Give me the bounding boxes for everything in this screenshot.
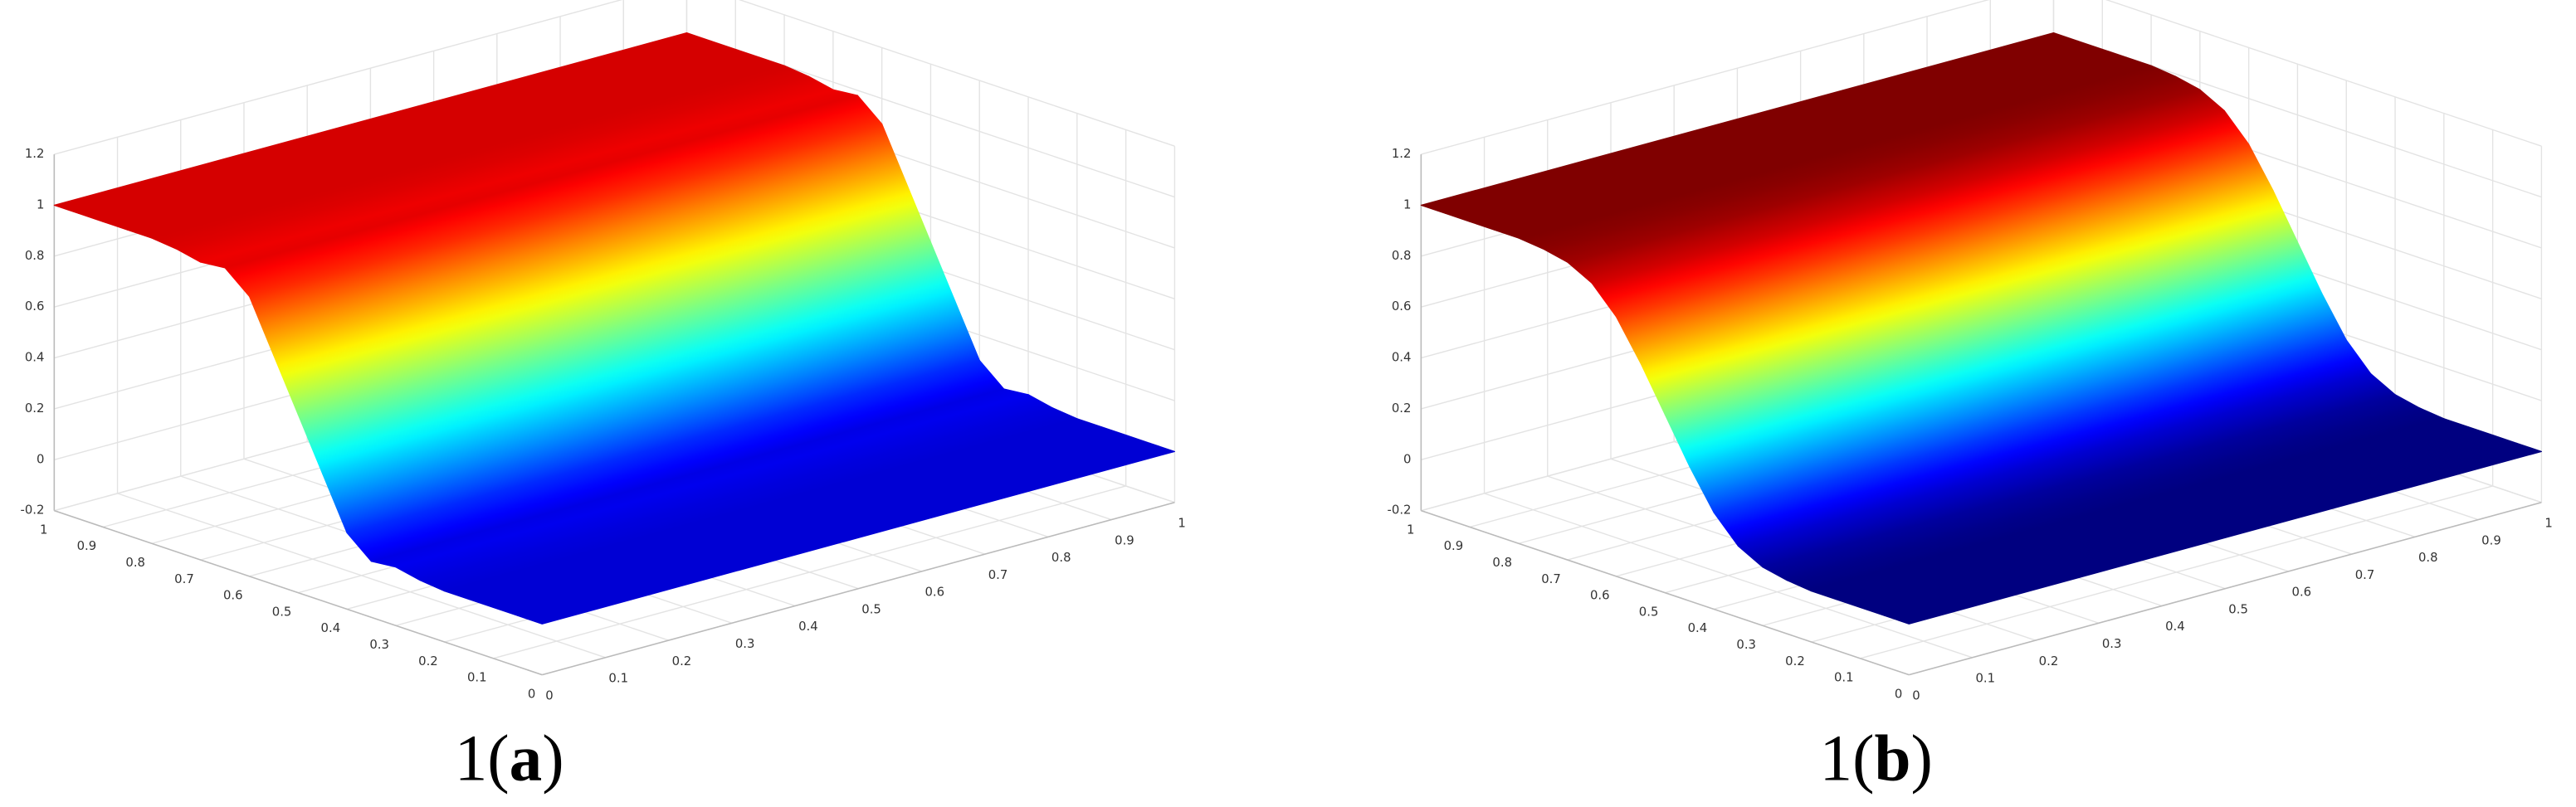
surface-chart: -0.2 0 0.2 0.4 0.6 0.8 1 1.2 0 0.1 0.2 0.3 0.4 0.5 0.6… <box>21 0 1186 795</box>
x-tick-label: 0.2 <box>672 654 692 668</box>
z-tick-label: 0.2 <box>25 401 45 416</box>
z-tick-label: -0.2 <box>21 503 45 518</box>
surface-chart: -0.2 0 0.2 0.4 0.6 0.8 1 1.2 0 0.1 0.2 0.3 0.4 0.5 0.6… <box>1388 0 2553 795</box>
x-tick-label: 0.5 <box>861 602 881 616</box>
x-tick-label: 0.9 <box>1115 533 1134 547</box>
y-tick-label: 0.6 <box>1590 589 1610 603</box>
y-tick-label: 0.8 <box>125 556 145 570</box>
surface-strip <box>517 442 1176 625</box>
y-tick-label: 0 <box>528 687 535 701</box>
x-tick-label: 0.1 <box>608 672 628 686</box>
y-grid-line <box>1860 485 2493 659</box>
z-tick-label: 1.2 <box>1392 147 1412 161</box>
x-axis <box>1909 502 2542 676</box>
x-tick-label: 0.2 <box>2039 654 2059 668</box>
caption: 1(a) <box>455 722 564 795</box>
z-tick-label: 1 <box>37 197 44 211</box>
z-tick-label: 0.8 <box>25 249 45 263</box>
y-tick-label: 0.5 <box>1639 605 1659 619</box>
y-axis <box>1421 509 1910 676</box>
y-tick-label: 0.4 <box>321 621 341 635</box>
y-tick-label: 0.3 <box>369 638 389 652</box>
y-tick-label: 1 <box>1407 523 1414 537</box>
z-tick-label: 0.2 <box>1392 401 1412 416</box>
z-tick-label: 0.4 <box>1392 351 1412 365</box>
x-tick-label: 0.5 <box>2228 602 2248 616</box>
caption-part: 1( <box>1820 722 1875 795</box>
x-tick-label: 0.1 <box>1975 672 1995 686</box>
caption: 1(b) <box>1820 722 1933 795</box>
y-tick-label: 0.2 <box>418 654 438 668</box>
caption-part: ) <box>1911 722 1933 795</box>
x-tick-label: 0.6 <box>2292 586 2312 600</box>
y-tick-label: 0.6 <box>223 589 243 603</box>
x-tick-label: 0.7 <box>988 568 1008 582</box>
z-tick-label: -0.2 <box>1388 503 1412 518</box>
z-tick-label: 1.2 <box>25 147 45 161</box>
caption-part: a <box>510 722 543 795</box>
caption-part: ) <box>542 722 564 795</box>
y-tick-label: 1 <box>40 523 47 537</box>
z-tick-label: 0 <box>37 452 44 466</box>
y-tick-label: 0.8 <box>1492 556 1512 570</box>
x-tick-label: 0 <box>545 688 553 702</box>
x-tick-label: 0.4 <box>798 620 818 634</box>
y-tick-label: 0.9 <box>1444 539 1464 553</box>
y-tick-label: 0.1 <box>1834 671 1854 685</box>
y-tick-label: 0 <box>1895 687 1902 701</box>
y-tick-label: 0.2 <box>1785 654 1805 668</box>
y-tick-label: 0.4 <box>1688 621 1708 635</box>
x-tick-label: 0.8 <box>1051 551 1071 565</box>
y-tick-label: 0.9 <box>77 539 97 553</box>
z-tick-label: 0.6 <box>25 299 45 314</box>
surface-strip <box>1884 442 2543 625</box>
x-tick-label: 0.7 <box>2355 568 2375 582</box>
y-grid-line <box>493 485 1126 659</box>
x-axis <box>542 502 1175 676</box>
z-tick-label: 0 <box>1403 452 1411 466</box>
caption-part: b <box>1874 722 1910 795</box>
x-tick-label: 0.3 <box>2102 637 2122 651</box>
y-tick-label: 0.3 <box>1736 638 1756 652</box>
caption-part: 1( <box>455 722 510 795</box>
y-tick-label: 0.7 <box>174 572 194 586</box>
y-tick-label: 0.5 <box>272 605 292 619</box>
x-tick-label: 1 <box>1178 517 1185 531</box>
x-tick-label: 0.3 <box>735 637 755 651</box>
y-tick-label: 0.7 <box>1541 572 1561 586</box>
y-tick-label: 0.1 <box>467 671 487 685</box>
x-tick-label: 0.8 <box>2418 551 2438 565</box>
z-tick-label: 0.6 <box>1392 299 1412 314</box>
x-tick-label: 0.9 <box>2481 533 2501 547</box>
y-axis <box>54 509 543 676</box>
x-tick-label: 0.6 <box>925 586 945 600</box>
x-tick-label: 1 <box>2544 517 2552 531</box>
z-tick-label: 1 <box>1403 197 1411 211</box>
x-tick-label: 0 <box>1912 688 1920 702</box>
z-tick-label: 0.8 <box>1392 249 1412 263</box>
x-tick-label: 0.4 <box>2165 620 2185 634</box>
z-tick-label: 0.4 <box>25 351 45 365</box>
